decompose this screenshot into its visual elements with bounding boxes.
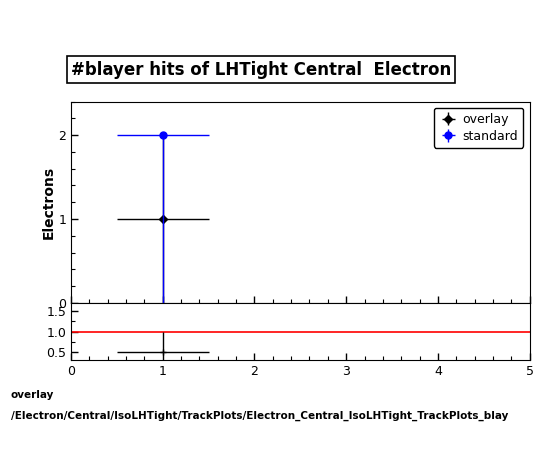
Legend: overlay, standard: overlay, standard <box>434 108 524 148</box>
Text: overlay: overlay <box>11 390 54 401</box>
Text: #blayer hits of LHTight Central  Electron: #blayer hits of LHTight Central Electron <box>71 61 451 79</box>
Y-axis label: Electrons: Electrons <box>41 166 55 239</box>
Text: /Electron/Central/IsoLHTight/TrackPlots/Electron_Central_IsoLHTight_TrackPlots_b: /Electron/Central/IsoLHTight/TrackPlots/… <box>11 411 508 421</box>
